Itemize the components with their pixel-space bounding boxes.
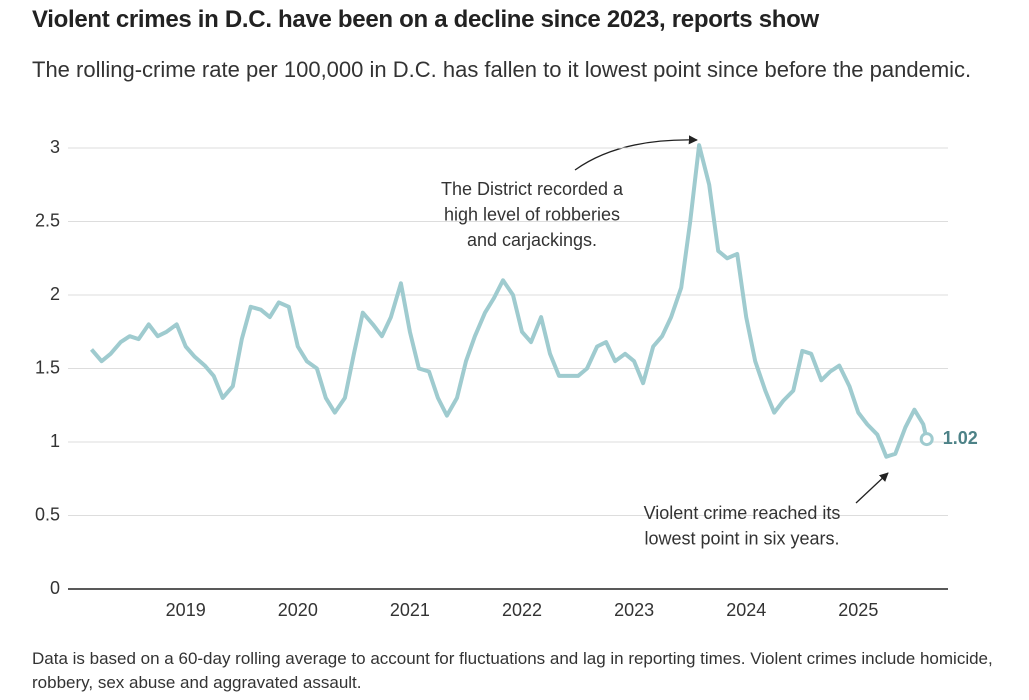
chart: 0 0.5 1 1.5 2 2.5 3 2019 2020 2021 2022 2023 2024 202…: [35, 135, 978, 620]
x-tick-label: 2023: [614, 600, 654, 620]
line: [89, 143, 929, 459]
y-tick-label: 0.5: [35, 504, 60, 524]
x-tick-label: 2019: [166, 600, 206, 620]
footnote: Data is based on a 60-day rolling averag…: [32, 649, 993, 692]
annotation: and carjackings.: [467, 230, 597, 250]
annotation: The District recorded a: [441, 179, 624, 199]
x-tick-label: 2025: [838, 600, 878, 620]
y-tick-label: 1: [50, 431, 60, 451]
y-tick-label: 2.5: [35, 210, 60, 230]
x-tick-label: 2024: [726, 600, 766, 620]
subtitle: The rolling-crime rate per 100,000 in D.…: [32, 57, 972, 82]
x-tick-label: 2022: [502, 600, 542, 620]
y-tick-label: 3: [50, 137, 60, 157]
end-label: 1.02: [943, 428, 978, 448]
annotation: Violent crime reached its: [644, 503, 841, 523]
annotation-arrow: [855, 472, 889, 504]
annotation: lowest point in six years.: [644, 528, 839, 548]
y-tick-label: 1.5: [35, 357, 60, 377]
x-tick-label: 2020: [278, 600, 318, 620]
annotation: high level of robberies: [444, 204, 620, 224]
end-point: [919, 432, 934, 447]
chart-title: Violent crimes in D.C. have been on a de…: [32, 6, 819, 33]
y-tick-label: 2: [50, 284, 60, 304]
y-tick-label: 0: [50, 578, 60, 598]
annotation-arrow: [574, 135, 698, 171]
x-tick-label: 2021: [390, 600, 430, 620]
